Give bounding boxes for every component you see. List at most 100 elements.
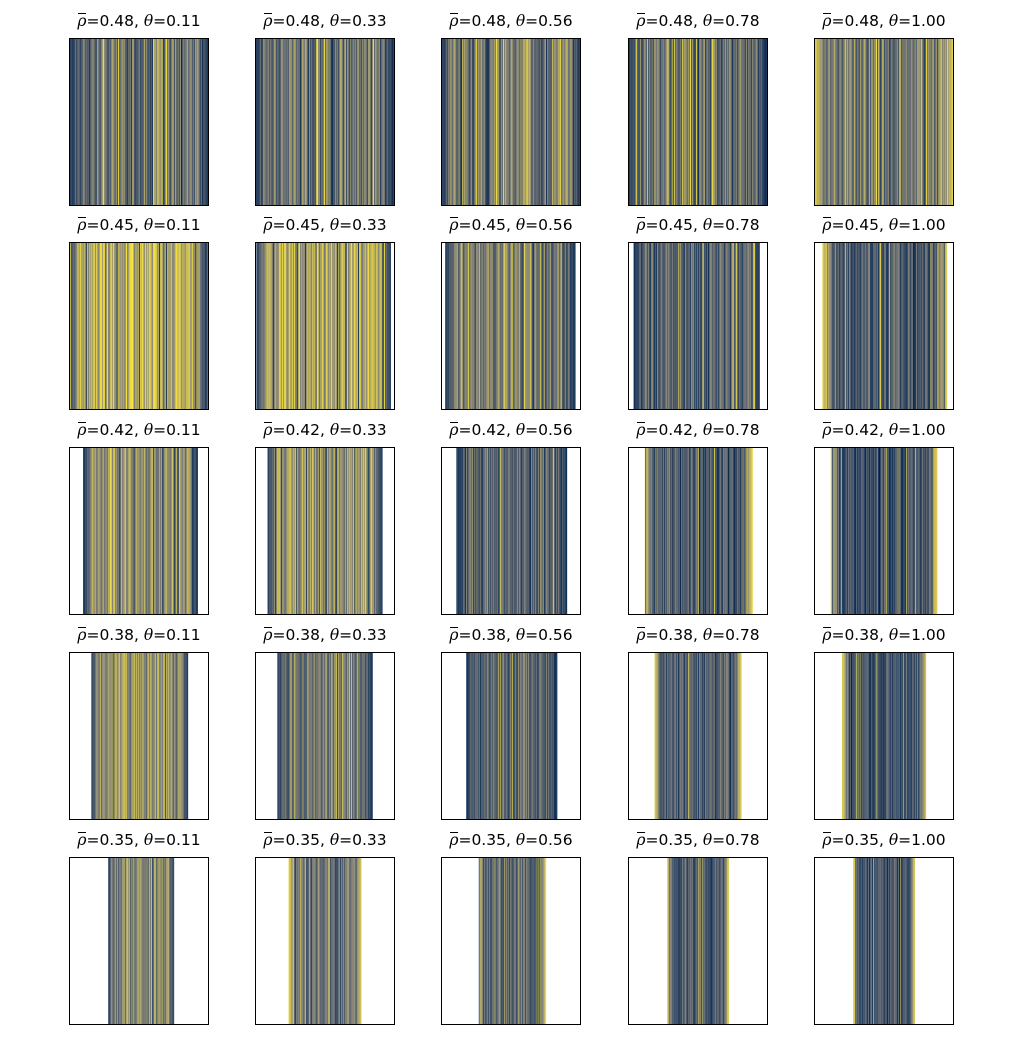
stripe (493, 242, 495, 410)
stripe (925, 38, 927, 206)
stripe (738, 242, 740, 410)
stripe (521, 652, 523, 820)
stripe (526, 652, 528, 820)
stripe (384, 38, 386, 206)
stripe (504, 652, 506, 820)
stripe (176, 447, 178, 615)
stripe (70, 38, 72, 206)
stripe (286, 652, 288, 820)
stripe (125, 447, 127, 615)
stripe (518, 447, 520, 615)
stripe (527, 652, 528, 820)
stripe (453, 38, 455, 206)
stripe (669, 857, 671, 1025)
stripe (98, 447, 99, 615)
stripe (529, 857, 531, 1025)
stripe (168, 652, 170, 820)
stripe (882, 242, 884, 410)
stripe (529, 652, 531, 820)
rho-value: =0.38, (645, 626, 703, 644)
stripe (549, 652, 551, 820)
stripe (118, 242, 120, 410)
stripe (162, 652, 163, 820)
stripe (724, 242, 726, 410)
stripe (93, 242, 95, 410)
stripe (160, 38, 162, 206)
axes-frame (255, 652, 395, 820)
stripe (555, 242, 557, 410)
stripe (849, 242, 851, 410)
rho-value: =0.38, (86, 626, 144, 644)
stripe (863, 38, 865, 206)
stripe (333, 242, 335, 410)
stripe (915, 447, 917, 615)
stripe (207, 38, 209, 206)
stripe (719, 38, 721, 206)
stripe (290, 242, 291, 410)
stripe (524, 857, 526, 1025)
stripe (842, 242, 844, 410)
stripe (853, 652, 854, 820)
subplot-r4-c4: ρ=0.38, θ=0.78 (628, 626, 768, 820)
stripe (664, 652, 666, 820)
stripe (650, 38, 652, 206)
stripe (298, 857, 300, 1025)
stripe (327, 447, 329, 615)
stripe (876, 652, 877, 820)
stripe (311, 857, 313, 1025)
stripe (99, 447, 101, 615)
stripe (275, 447, 277, 615)
stripe (290, 38, 292, 206)
stripe (500, 242, 502, 410)
stripe (631, 38, 633, 206)
stripe (133, 447, 135, 615)
stripe (362, 652, 364, 820)
stripe (116, 242, 118, 410)
stripe (369, 652, 370, 820)
stripe (636, 38, 638, 206)
stripe (304, 857, 305, 1025)
stripe (164, 857, 166, 1025)
stripe (859, 652, 861, 820)
stripe (871, 652, 873, 820)
stripe (332, 38, 334, 206)
stripe (517, 447, 519, 615)
stripe (519, 447, 521, 615)
stripe (269, 447, 270, 615)
stripe (698, 38, 700, 206)
stripe (901, 447, 903, 615)
stripe (697, 447, 699, 615)
stripe (311, 652, 313, 820)
stripe (502, 652, 504, 820)
stripe (908, 447, 910, 615)
stripe (901, 38, 903, 206)
stripe (718, 242, 720, 410)
stripe (837, 242, 839, 410)
rho-value: =0.48, (272, 12, 330, 30)
rho-bar-symbol: ρ (636, 421, 646, 439)
stripe (510, 857, 511, 1025)
subplot-title: ρ=0.45, θ=0.78 (598, 215, 798, 235)
stripe (464, 38, 466, 206)
stripe (734, 652, 736, 820)
stripe (483, 857, 484, 1025)
stripe (116, 38, 118, 206)
stripe (291, 652, 293, 820)
stripe (345, 652, 346, 820)
axes-frame (69, 857, 209, 1025)
stripe (831, 38, 833, 206)
stripe (922, 242, 924, 410)
stripe (139, 652, 140, 820)
stripe (710, 857, 712, 1025)
stripe (893, 857, 895, 1025)
stripe (853, 38, 855, 206)
stripe (898, 38, 900, 206)
stripe (289, 447, 290, 615)
stripe (159, 38, 161, 206)
stripe (550, 652, 552, 820)
stripe (862, 242, 864, 410)
stripe (721, 857, 723, 1025)
stripe (639, 242, 641, 410)
stripe (138, 857, 140, 1025)
stripe (324, 652, 326, 820)
